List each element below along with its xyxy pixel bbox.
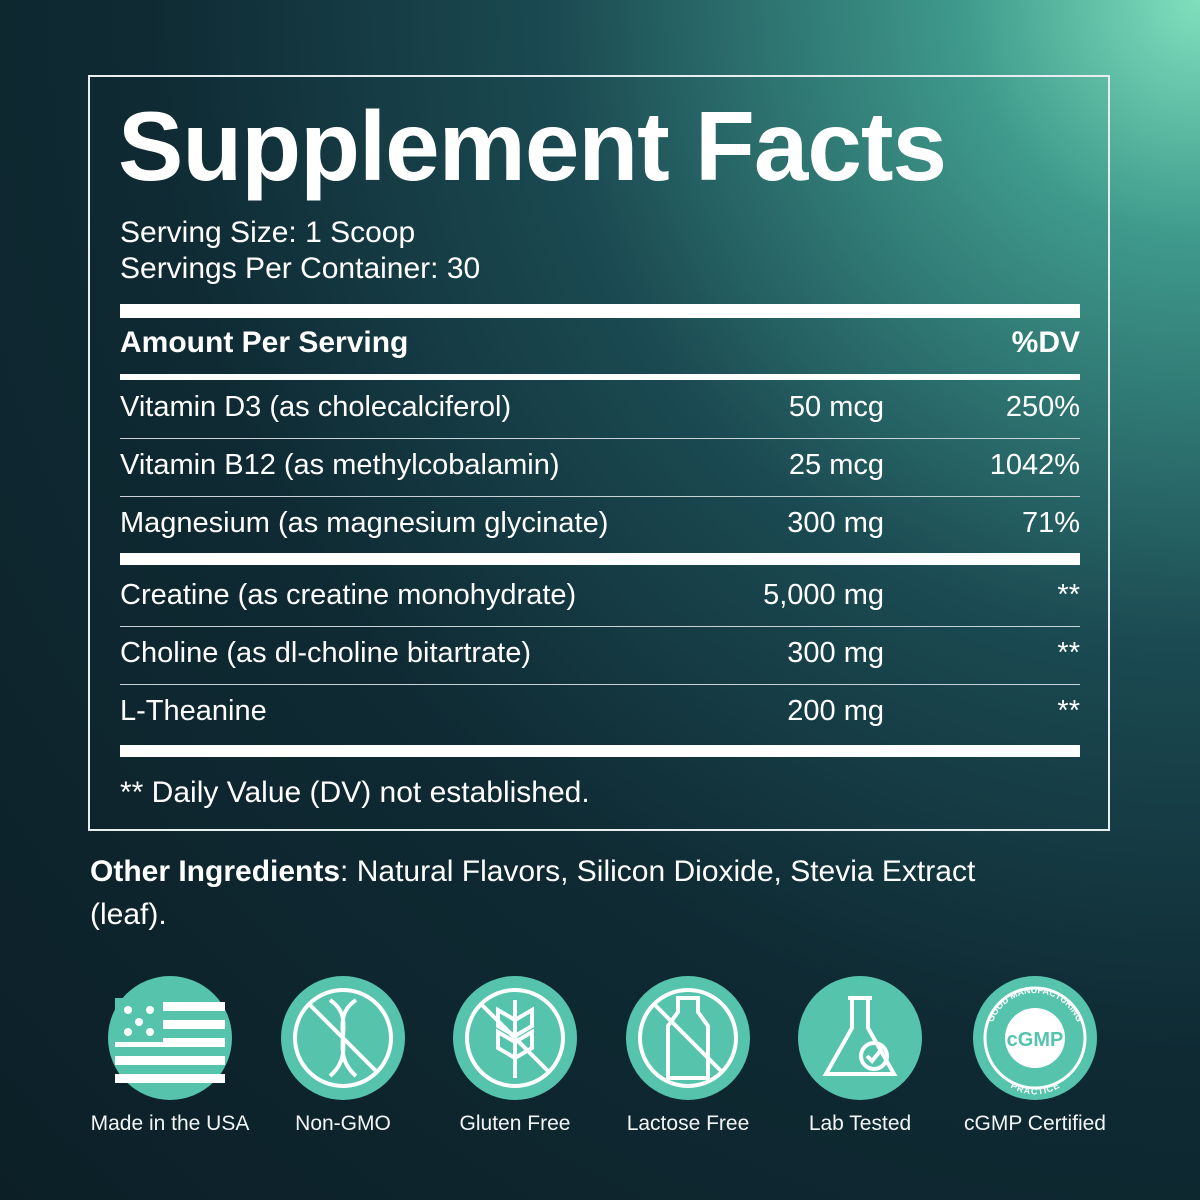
badge-icons: cGMP GOOD MANUFACTURING PRACTICE: [108, 976, 1097, 1100]
daily-value: **: [1057, 579, 1080, 611]
serving-size: Serving Size: 1 Scoop: [120, 216, 416, 249]
amount: 25 mcg: [788, 449, 884, 481]
row-separator: [120, 626, 1080, 627]
other-ingredients: Other Ingredients: Natural Flavors, Sili…: [90, 850, 1050, 936]
ingredient-name: L-Theanine: [120, 695, 267, 727]
ingredient-row: Magnesium (as magnesium glycinate) 300 mg…: [120, 497, 1080, 555]
ingredient-name: Choline (as dl-choline bitartrate): [120, 637, 532, 669]
lab-tested-icon: [822, 996, 898, 1076]
daily-value: **: [1057, 637, 1080, 669]
seal-center: cGMP: [1007, 1029, 1064, 1051]
ingredient-row: Vitamin D3 (as cholecalciferol) 50 mcg 250…: [120, 381, 1080, 439]
servings-per-container: Servings Per Container: 30: [120, 252, 481, 285]
badge-label: Made in the USA: [90, 1112, 250, 1135]
row-separator: [120, 496, 1080, 497]
seal-ring-bottom: PRACTICE: [1009, 1080, 1061, 1096]
badge-label: Lactose Free: [626, 1112, 750, 1135]
row-separator: [120, 438, 1080, 439]
daily-value: **: [1057, 695, 1080, 727]
amount: 50 mcg: [788, 391, 884, 423]
ingredient-row: Creatine (as creatine monohydrate) 5,000 …: [120, 569, 1080, 627]
other-ingredients-label: Other Ingredients: [90, 855, 341, 888]
non-gmo-icon: [293, 988, 393, 1088]
badge-label: Lab Tested: [808, 1112, 912, 1135]
column-header: %DV: [1011, 326, 1080, 359]
ingredient-row: L-Theanine 200 mg **: [120, 685, 1080, 743]
thick-rule: [120, 304, 1080, 318]
amount: 200 mg: [787, 695, 884, 727]
thick-rule: [120, 553, 1080, 565]
amount: 5,000 mg: [763, 579, 884, 611]
badge-label: Non-GMO: [295, 1112, 391, 1135]
lactose-free-icon: [638, 988, 738, 1088]
title: Supplement Facts: [118, 91, 947, 201]
daily-value: 250%: [1005, 391, 1080, 423]
ingredient-row: Vitamin B12 (as methylcobalamin) 25 mcg 10…: [120, 439, 1080, 497]
amount: 300 mg: [787, 507, 884, 539]
seal-ring: PRACTICE: [1009, 1080, 1061, 1096]
thick-rule: [120, 745, 1080, 757]
usa-flag-icon: [115, 998, 225, 1083]
column-header: Amount Per Serving: [120, 326, 409, 359]
badge-label: Gluten Free: [459, 1112, 571, 1135]
footnote: ** Daily Value (DV) not established.: [120, 776, 590, 809]
amount: 300 mg: [787, 637, 884, 669]
ingredient-name: Magnesium (as magnesium glycinate): [120, 507, 609, 539]
daily-value: 1042%: [989, 449, 1080, 481]
other-ingredients-text: : Natural Flavors, Silicon Dioxide, Stev…: [90, 855, 976, 931]
badge-circles: [108, 976, 1097, 1100]
row-separator: [120, 684, 1080, 685]
rule: [120, 374, 1080, 380]
facts-border: [88, 75, 1110, 831]
ingredient-name: Creatine (as creatine monohydrate): [120, 579, 577, 611]
ingredient-row: Choline (as dl-choline bitartrate) 300 mg…: [120, 627, 1080, 685]
ingredient-name: Vitamin B12 (as methylcobalamin): [120, 449, 560, 481]
gluten-free-icon: [465, 988, 565, 1088]
daily-value: 71%: [1021, 507, 1080, 539]
badge-label: cGMP Certified: [964, 1112, 1106, 1135]
ingredient-name: Vitamin D3 (as cholecalciferol): [120, 391, 512, 423]
